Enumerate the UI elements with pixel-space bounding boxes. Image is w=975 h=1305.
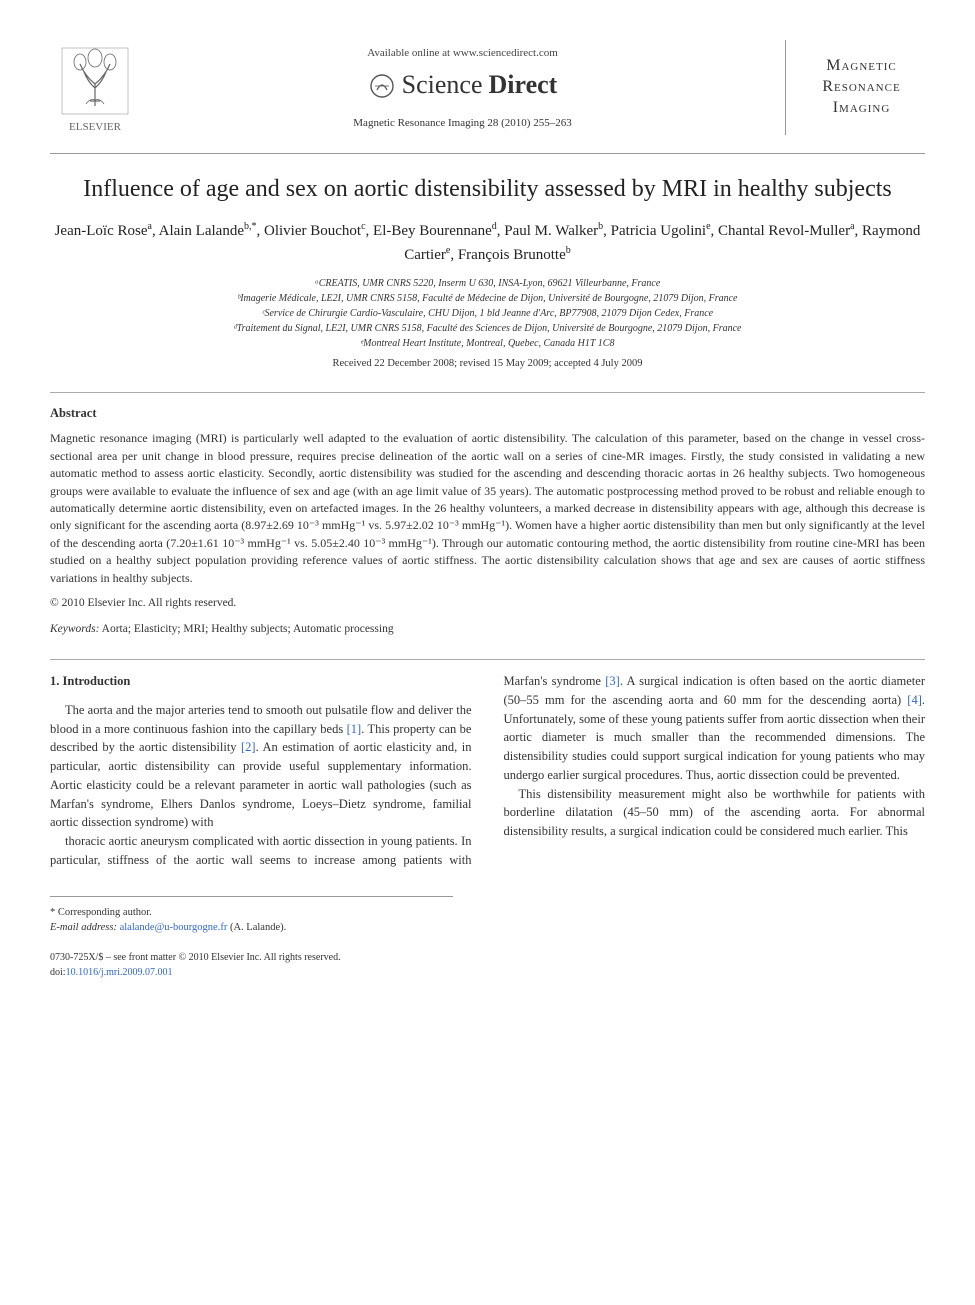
doi-line: doi:10.1016/j.mri.2009.07.001 bbox=[50, 965, 925, 980]
keywords-block: Keywords: Aorta; Elasticity; MRI; Health… bbox=[50, 621, 925, 637]
platform-name-b: Direct bbox=[489, 67, 558, 103]
doi-label: doi: bbox=[50, 967, 66, 978]
publisher-logo: ELSEVIER bbox=[50, 40, 140, 135]
platform-name-a: Science bbox=[402, 67, 483, 103]
email-line: E-mail address: alalande@u-bourgogne.fr … bbox=[50, 920, 453, 936]
sciencedirect-logo: ScienceDirect bbox=[368, 67, 558, 103]
body-columns: 1. Introduction The aorta and the major … bbox=[50, 672, 925, 870]
keywords-label: Keywords: bbox=[50, 623, 99, 635]
abstract-copyright: © 2010 Elsevier Inc. All rights reserved… bbox=[50, 595, 925, 611]
abstract-text: Magnetic resonance imaging (MRI) is part… bbox=[50, 430, 925, 587]
doi-value[interactable]: 10.1016/j.mri.2009.07.001 bbox=[66, 967, 173, 978]
affiliation-list: ᵃCREATIS, UMR CNRS 5220, Inserm U 630, I… bbox=[50, 276, 925, 351]
keywords-text: Aorta; Elasticity; MRI; Healthy subjects… bbox=[102, 623, 394, 635]
intro-para-1: The aorta and the major arteries tend to… bbox=[50, 701, 472, 832]
email-label: E-mail address: bbox=[50, 922, 117, 933]
journal-title-box: Magnetic Resonance Imaging bbox=[785, 40, 925, 135]
issn-copyright-line: 0730-725X/$ – see front matter © 2010 El… bbox=[50, 950, 925, 965]
email-address[interactable]: alalande@u-bourgogne.fr bbox=[120, 922, 228, 933]
divider bbox=[50, 392, 925, 393]
abstract-heading: Abstract bbox=[50, 405, 925, 423]
elsevier-tree-icon bbox=[60, 46, 130, 116]
header-center: Available online at www.sciencedirect.co… bbox=[140, 40, 785, 131]
corresponding-author-footer: * Corresponding author. E-mail address: … bbox=[50, 896, 453, 937]
email-author-name: (A. Lalande). bbox=[230, 922, 286, 933]
article-title: Influence of age and sex on aortic diste… bbox=[50, 174, 925, 205]
corresponding-label: * Corresponding author. bbox=[50, 905, 453, 921]
intro-para-3: This distensibility measurement might al… bbox=[504, 785, 926, 841]
journal-line-1: Magnetic bbox=[798, 56, 925, 77]
journal-line-3: Imaging bbox=[798, 98, 925, 119]
sciencedirect-icon bbox=[368, 72, 396, 100]
available-online-text: Available online at www.sciencedirect.co… bbox=[140, 46, 785, 61]
section-1-heading: 1. Introduction bbox=[50, 672, 472, 691]
article-dates: Received 22 December 2008; revised 15 Ma… bbox=[50, 357, 925, 372]
page-footer-meta: 0730-725X/$ – see front matter © 2010 El… bbox=[50, 950, 925, 980]
journal-line-2: Resonance bbox=[798, 77, 925, 98]
page-header: ELSEVIER Available online at www.science… bbox=[50, 40, 925, 154]
citation-line: Magnetic Resonance Imaging 28 (2010) 255… bbox=[140, 116, 785, 131]
divider bbox=[50, 659, 925, 660]
publisher-name: ELSEVIER bbox=[69, 120, 121, 135]
author-list: Jean-Loïc Rosea, Alain Lalandeb,*, Olivi… bbox=[50, 219, 925, 266]
